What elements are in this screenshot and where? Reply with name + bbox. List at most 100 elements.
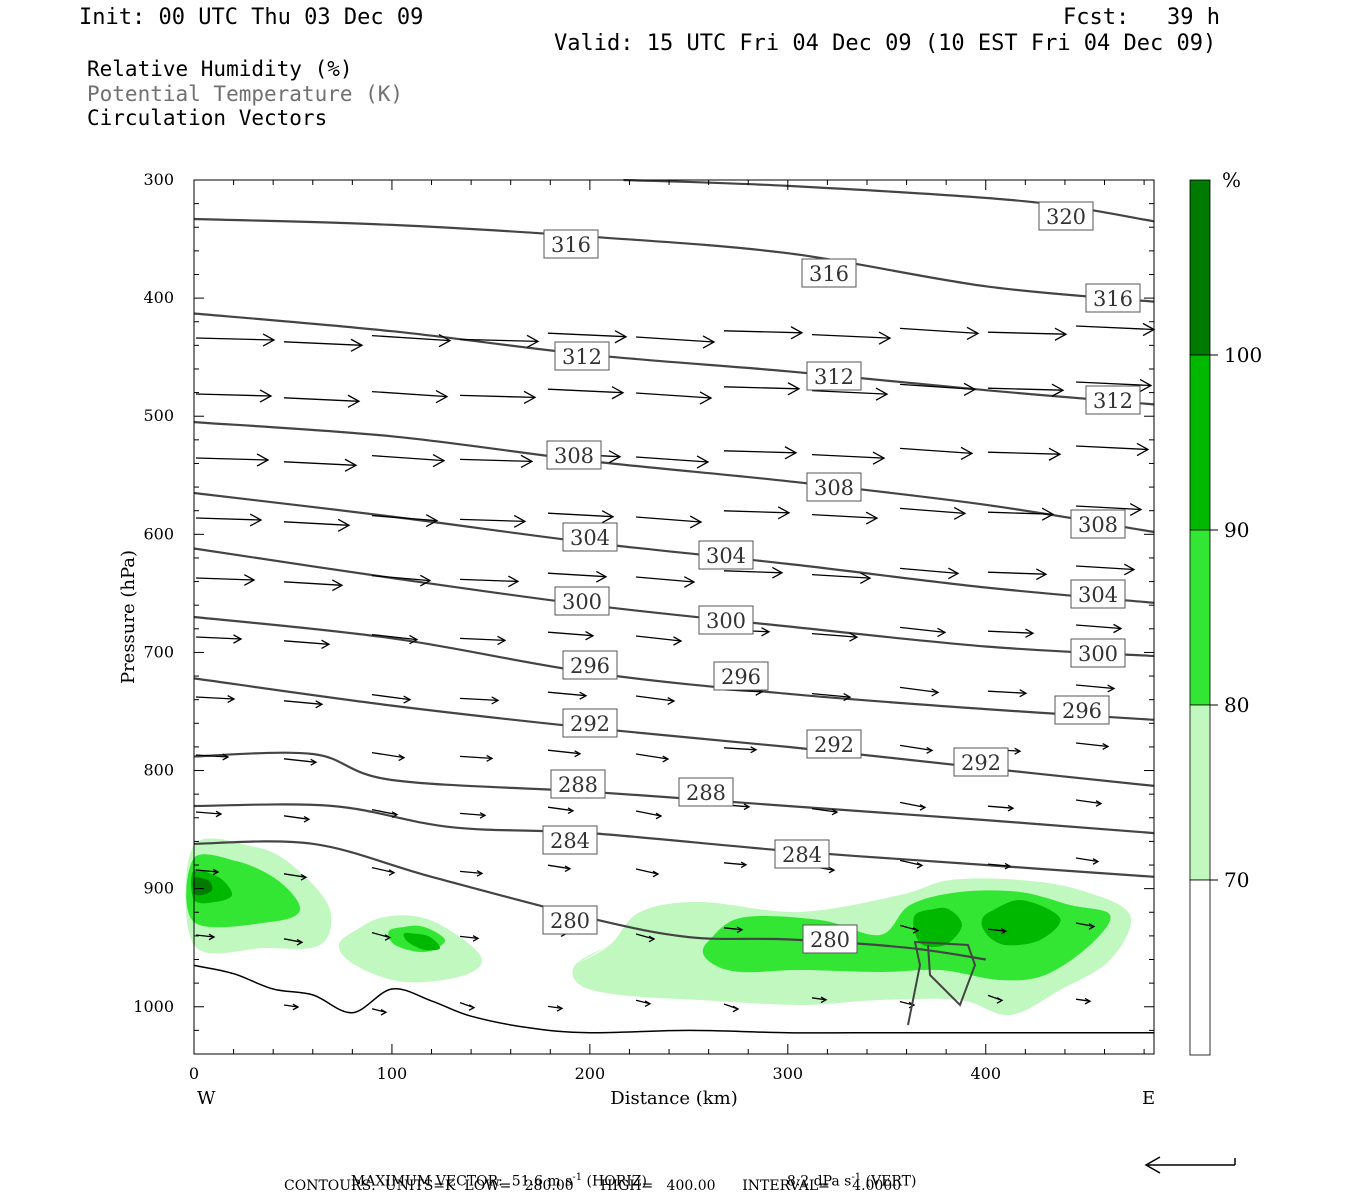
wind-vector [459, 870, 484, 877]
wind-vector [283, 458, 358, 472]
wind-vector [195, 933, 216, 941]
wind-vector [723, 326, 804, 340]
wind-vector [459, 754, 494, 762]
wind-vector [283, 1003, 300, 1011]
wind-vector [459, 812, 487, 819]
y-tick-label: 300 [143, 170, 174, 189]
wind-vector [283, 394, 361, 408]
theta-label-text: 316 [1093, 287, 1133, 311]
wind-vector [371, 514, 439, 528]
wind-vector [1075, 799, 1103, 807]
theta-label-text: 308 [1078, 513, 1118, 537]
colorbar-segment [1189, 879, 1211, 1056]
init-time: Init: 00 UTC Thu 03 Dec 09 [79, 5, 424, 30]
colorbar-unit: % [1222, 168, 1241, 192]
y-tick-label: 900 [143, 879, 174, 898]
wind-vector [371, 574, 432, 587]
wind-vector [459, 334, 540, 349]
colorbar-label: 80 [1224, 693, 1249, 717]
wind-vector [635, 391, 713, 405]
wind-vector [723, 382, 801, 396]
theta-contour-280 [193, 840, 986, 961]
theta-label-288: 288 [678, 777, 734, 807]
wind-vector [283, 758, 318, 766]
wind-vector [459, 696, 500, 705]
rh-region-8 [913, 907, 962, 948]
wind-vector [547, 864, 572, 873]
wind-vector [547, 510, 615, 524]
colorbar-label: 100 [1224, 343, 1262, 367]
theta-label-312: 312 [1085, 385, 1141, 415]
rh-region-10 [192, 877, 213, 896]
wind-vector [547, 749, 582, 758]
y-tick-label: 400 [143, 288, 174, 307]
horizontal-exponent: -1 [572, 1172, 583, 1183]
theta-label-text: 288 [686, 781, 726, 805]
wind-vector [283, 815, 311, 823]
theta-contour-320 [623, 178, 1155, 223]
max-vertical-value: 8.2 dPa s [786, 1173, 852, 1190]
theta-contour-296 [193, 615, 1155, 721]
y-axis-title: Pressure (hPa) [118, 550, 139, 684]
wind-vector [899, 924, 920, 934]
rh-region-7 [403, 932, 441, 951]
theta-label-292: 292 [806, 729, 862, 759]
colorbar-segment [1189, 179, 1211, 356]
wind-vector [635, 455, 710, 469]
wind-vector [723, 446, 798, 460]
wind-vector [547, 570, 608, 583]
wind-vector [811, 572, 872, 584]
theta-label-296: 296 [713, 661, 769, 691]
valid-time: Valid: 15 UTC Fri 04 Dec 09 (10 EST Fri … [554, 31, 1217, 56]
colorbar-segment [1189, 704, 1211, 881]
wind-vector [899, 506, 967, 520]
colorbar-segment [1189, 354, 1211, 531]
wind-vector [987, 628, 1035, 638]
wind-vector [635, 335, 716, 349]
vertical-exponent: -1 [851, 1172, 862, 1183]
x-tick-label: 400 [970, 1064, 1001, 1083]
theta-label-316: 316 [1085, 283, 1141, 313]
wind-vector [195, 574, 256, 586]
theta-label-316: 316 [543, 229, 599, 259]
theta-label-296: 296 [562, 650, 618, 680]
wind-vector [283, 579, 344, 592]
wind-vector [459, 514, 527, 528]
wind-vector [283, 338, 364, 352]
wind-vector [987, 327, 1068, 341]
wind-vector [195, 868, 220, 876]
theta-label-text: 296 [721, 665, 761, 689]
wind-vector [371, 751, 406, 762]
theta-label-text: 300 [562, 590, 602, 614]
potential-temperature-contours [193, 178, 1155, 961]
theta-label-304: 304 [698, 540, 754, 570]
theta-label-text: 296 [570, 654, 610, 678]
theta-label-text: 296 [1062, 699, 1102, 723]
maximum-vector-line: MAXIMUM VECTOR: 51.6 m s-1 (HORIZ) [342, 1159, 647, 1189]
theta-label-text: 312 [814, 365, 854, 389]
theta-label-300: 300 [1070, 638, 1126, 668]
contours-info: CONTOURS: UNITS=K LOW= 280.00 HIGH= 400.… [284, 1178, 902, 1194]
theta-label-288: 288 [550, 769, 606, 799]
theta-label-text: 280 [550, 909, 590, 933]
legend-relative-humidity: Relative Humidity (%) [87, 57, 353, 81]
theta-label-284: 284 [774, 839, 830, 869]
wind-vector [547, 330, 628, 344]
wind-vector [371, 866, 396, 876]
wind-vector [899, 446, 974, 461]
wind-vector [371, 633, 419, 645]
theta-label-300: 300 [554, 586, 610, 616]
wind-vector [459, 575, 520, 588]
wind-vector [547, 1005, 564, 1012]
wind-vector [1075, 623, 1123, 634]
theta-label-text: 300 [1078, 642, 1118, 666]
wind-vector [459, 635, 507, 646]
wind-vector [811, 451, 886, 465]
wind-vector [635, 933, 656, 943]
theta-label-text: 292 [570, 712, 610, 736]
theta-label-300: 300 [698, 605, 754, 635]
y-tick-label: 700 [143, 642, 174, 661]
x-tick-label: 300 [773, 1064, 804, 1083]
wind-vector [547, 631, 595, 641]
theta-label-312: 312 [554, 341, 610, 371]
